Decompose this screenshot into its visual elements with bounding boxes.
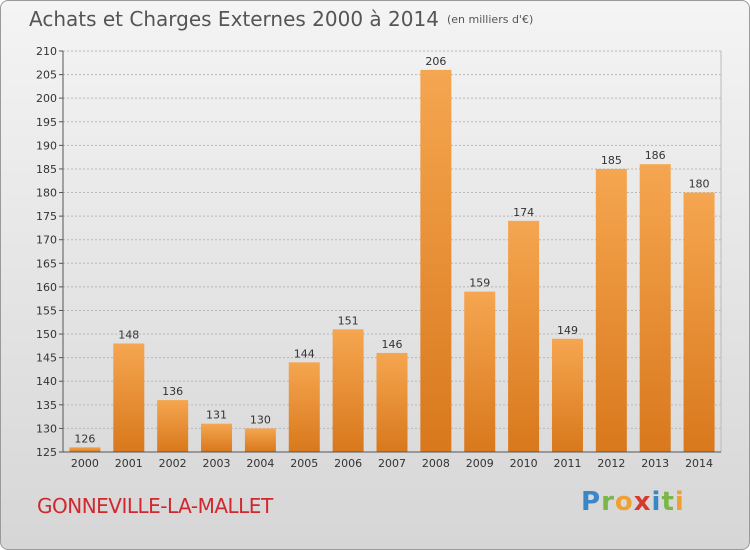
logo-letter: x — [633, 487, 652, 517]
x-tick-label: 2004 — [246, 457, 274, 470]
logo-letter: i — [674, 487, 685, 517]
proxiti-logo[interactable]: Proxiti — [581, 487, 685, 517]
y-tick-label: 170 — [36, 234, 57, 247]
value-label: 131 — [206, 409, 227, 422]
value-label: 148 — [118, 328, 139, 341]
y-tick-label: 210 — [36, 45, 57, 58]
y-tick-label: 180 — [36, 187, 57, 200]
y-tick-label: 200 — [36, 92, 57, 105]
x-tick-label: 2012 — [597, 457, 625, 470]
y-tick-label: 160 — [36, 281, 57, 294]
x-tick-label: 2014 — [685, 457, 713, 470]
value-label: 149 — [557, 324, 578, 337]
value-label: 206 — [425, 55, 446, 68]
x-axis: 2000 2001 2002 2003 2004 2005 2006 2007 2008 2009… — [63, 451, 721, 470]
chart-unit: (en milliers d'€) — [446, 13, 534, 26]
y-tick-label: 165 — [36, 257, 57, 270]
logo-letter: P — [581, 487, 602, 517]
value-label: 180 — [689, 178, 710, 191]
value-label: 136 — [162, 385, 183, 398]
y-tick-label: 155 — [36, 304, 57, 317]
y-tick-label: 175 — [36, 210, 57, 223]
value-label: 174 — [513, 206, 534, 219]
y-tick-label: 140 — [36, 375, 57, 388]
commune-name: GONNEVILLE-LA-MALLET — [37, 494, 273, 518]
bar-2001 — [113, 343, 145, 452]
bar-2002 — [157, 400, 189, 452]
chart-title-text: Achats et Charges Externes 2000 à 2014 — [29, 7, 439, 31]
value-label: 159 — [469, 277, 490, 290]
value-label: 146 — [382, 338, 403, 351]
value-label: 130 — [250, 413, 271, 426]
value-label: 144 — [294, 347, 315, 360]
logo-letter: o — [614, 487, 634, 517]
y-tick-label: 130 — [36, 422, 57, 435]
bar-2010 — [508, 220, 540, 452]
bar-2014 — [683, 192, 715, 452]
logo-letter: r — [601, 487, 615, 517]
bar-2000 — [69, 447, 101, 452]
bar-2004 — [244, 428, 276, 452]
x-tick-label: 2003 — [203, 457, 231, 470]
y-tick-label: 190 — [36, 139, 57, 152]
x-tick-label: 2006 — [334, 457, 362, 470]
value-label: 126 — [74, 432, 95, 445]
x-tick-label: 2010 — [510, 457, 538, 470]
y-tick-label: 195 — [36, 116, 57, 129]
x-tick-label: 2000 — [71, 457, 99, 470]
bar-2006 — [332, 329, 364, 452]
value-label: 186 — [645, 149, 666, 162]
bar-2012 — [595, 168, 627, 453]
x-tick-label: 2011 — [553, 457, 581, 470]
value-labels: 126 148 136 131 130 144 151 146 206 159 174 149 185 1… — [74, 55, 709, 445]
x-tick-label: 2002 — [159, 457, 187, 470]
x-tick-label: 2001 — [115, 457, 143, 470]
y-tick-label: 135 — [36, 399, 57, 412]
bar-2013 — [639, 164, 671, 453]
value-label: 185 — [601, 154, 622, 167]
logo-letter: i — [651, 487, 662, 517]
logo-letter: t — [661, 487, 675, 517]
y-tick-label: 125 — [36, 446, 57, 459]
y-tick-label: 205 — [36, 69, 57, 82]
y-tick-label: 185 — [36, 163, 57, 176]
x-tick-label: 2013 — [641, 457, 669, 470]
bar-2007 — [376, 352, 408, 452]
bar-2009 — [464, 291, 496, 452]
x-tick-label: 2008 — [422, 457, 450, 470]
y-axis: 1251301351401451501551601651701751801851… — [36, 45, 722, 459]
bar-2003 — [201, 423, 233, 452]
x-tick-label: 2009 — [466, 457, 494, 470]
value-label: 151 — [338, 314, 359, 327]
y-tick-label: 145 — [36, 352, 57, 365]
chart-title: Achats et Charges Externes 2000 à 2014 (e… — [29, 7, 533, 31]
bar-2011 — [551, 338, 583, 452]
x-tick-label: 2007 — [378, 457, 406, 470]
x-tick-label: 2005 — [290, 457, 318, 470]
bar-2005 — [288, 362, 320, 452]
y-tick-label: 150 — [36, 328, 57, 341]
bar-2008 — [420, 69, 452, 452]
bars — [69, 69, 715, 453]
